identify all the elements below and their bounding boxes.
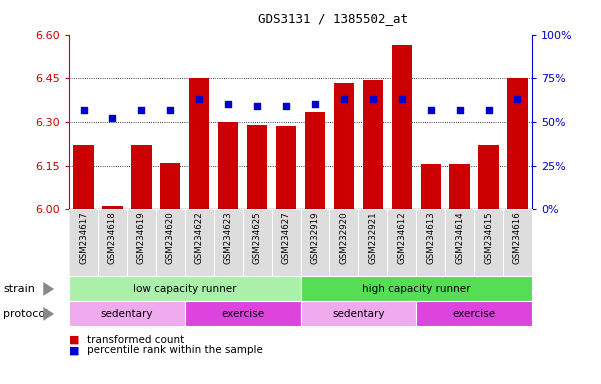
Point — [108, 115, 117, 121]
Bar — [450, 164, 470, 209]
Point — [195, 96, 204, 102]
Bar — [131, 145, 151, 209]
Bar — [160, 163, 180, 209]
Text: GSM232919: GSM232919 — [311, 211, 320, 264]
Text: transformed count: transformed count — [87, 335, 185, 345]
Bar — [507, 78, 528, 209]
Bar — [300, 276, 532, 301]
Point — [136, 107, 146, 113]
Bar — [392, 45, 412, 209]
Point — [252, 103, 262, 109]
Point — [513, 96, 522, 102]
Text: low capacity runner: low capacity runner — [133, 284, 237, 294]
Text: GSM234623: GSM234623 — [224, 211, 233, 264]
Text: exercise: exercise — [453, 309, 496, 319]
Bar — [300, 301, 416, 326]
Bar — [69, 276, 300, 301]
Point — [281, 103, 291, 109]
Point — [165, 107, 175, 113]
Text: strain: strain — [3, 284, 35, 294]
Text: GSM234612: GSM234612 — [397, 211, 406, 264]
Text: GSM234625: GSM234625 — [252, 211, 261, 264]
Point — [79, 107, 88, 113]
Bar — [69, 301, 185, 326]
Bar — [218, 122, 239, 209]
Bar — [305, 112, 325, 209]
Bar — [247, 125, 267, 209]
Bar — [73, 145, 94, 209]
Text: GSM234620: GSM234620 — [166, 211, 175, 264]
Point — [224, 101, 233, 108]
Bar — [362, 80, 383, 209]
Text: GSM234622: GSM234622 — [195, 211, 204, 264]
Bar — [334, 83, 354, 209]
Point — [397, 96, 406, 102]
Bar — [276, 126, 296, 209]
Point — [426, 107, 436, 113]
Bar — [185, 301, 300, 326]
Text: protocol: protocol — [3, 309, 48, 319]
Text: high capacity runner: high capacity runner — [362, 284, 471, 294]
Bar — [478, 145, 499, 209]
Point — [339, 96, 349, 102]
Point — [368, 96, 377, 102]
Bar — [421, 164, 441, 209]
Bar — [189, 78, 209, 209]
Text: GSM234627: GSM234627 — [281, 211, 290, 264]
Text: GSM234614: GSM234614 — [455, 211, 464, 264]
Point — [455, 107, 465, 113]
Text: GSM232921: GSM232921 — [368, 211, 377, 264]
Text: GSM232920: GSM232920 — [340, 211, 349, 264]
Text: GSM234616: GSM234616 — [513, 211, 522, 264]
Text: GSM234613: GSM234613 — [426, 211, 435, 264]
Text: GSM234617: GSM234617 — [79, 211, 88, 264]
Point — [484, 107, 493, 113]
Text: sedentary: sedentary — [101, 309, 153, 319]
Bar — [416, 301, 532, 326]
Text: GDS3131 / 1385502_at: GDS3131 / 1385502_at — [258, 12, 409, 25]
Point — [310, 101, 320, 108]
Text: ■: ■ — [69, 345, 79, 355]
Text: GSM234618: GSM234618 — [108, 211, 117, 264]
Text: GSM234619: GSM234619 — [137, 211, 146, 264]
Text: GSM234615: GSM234615 — [484, 211, 493, 264]
Text: sedentary: sedentary — [332, 309, 385, 319]
Text: percentile rank within the sample: percentile rank within the sample — [87, 345, 263, 355]
Text: ■: ■ — [69, 335, 79, 345]
Text: exercise: exercise — [221, 309, 264, 319]
Bar — [102, 206, 123, 209]
